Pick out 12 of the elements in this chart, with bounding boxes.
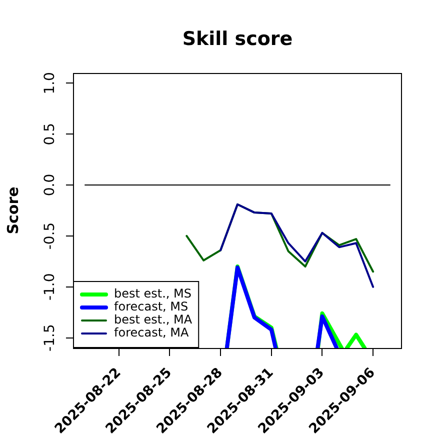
y-tick-label: -0.5 bbox=[42, 222, 58, 250]
legend-label: best est., MS bbox=[114, 286, 192, 301]
chart-title: Skill score bbox=[182, 28, 293, 50]
y-tick-label: -1.5 bbox=[42, 324, 58, 352]
y-axis-title: Score bbox=[4, 186, 22, 234]
y-tick-label: 0.0 bbox=[42, 174, 58, 196]
legend-label: forecast, MS bbox=[114, 300, 188, 314]
y-tick-label: -1.0 bbox=[42, 273, 58, 301]
y-tick-label: 1.0 bbox=[42, 72, 58, 94]
legend-label: forecast, MA bbox=[114, 326, 190, 340]
y-tick-label: 0.5 bbox=[42, 122, 58, 146]
legend-label: best est., MA bbox=[114, 312, 193, 327]
